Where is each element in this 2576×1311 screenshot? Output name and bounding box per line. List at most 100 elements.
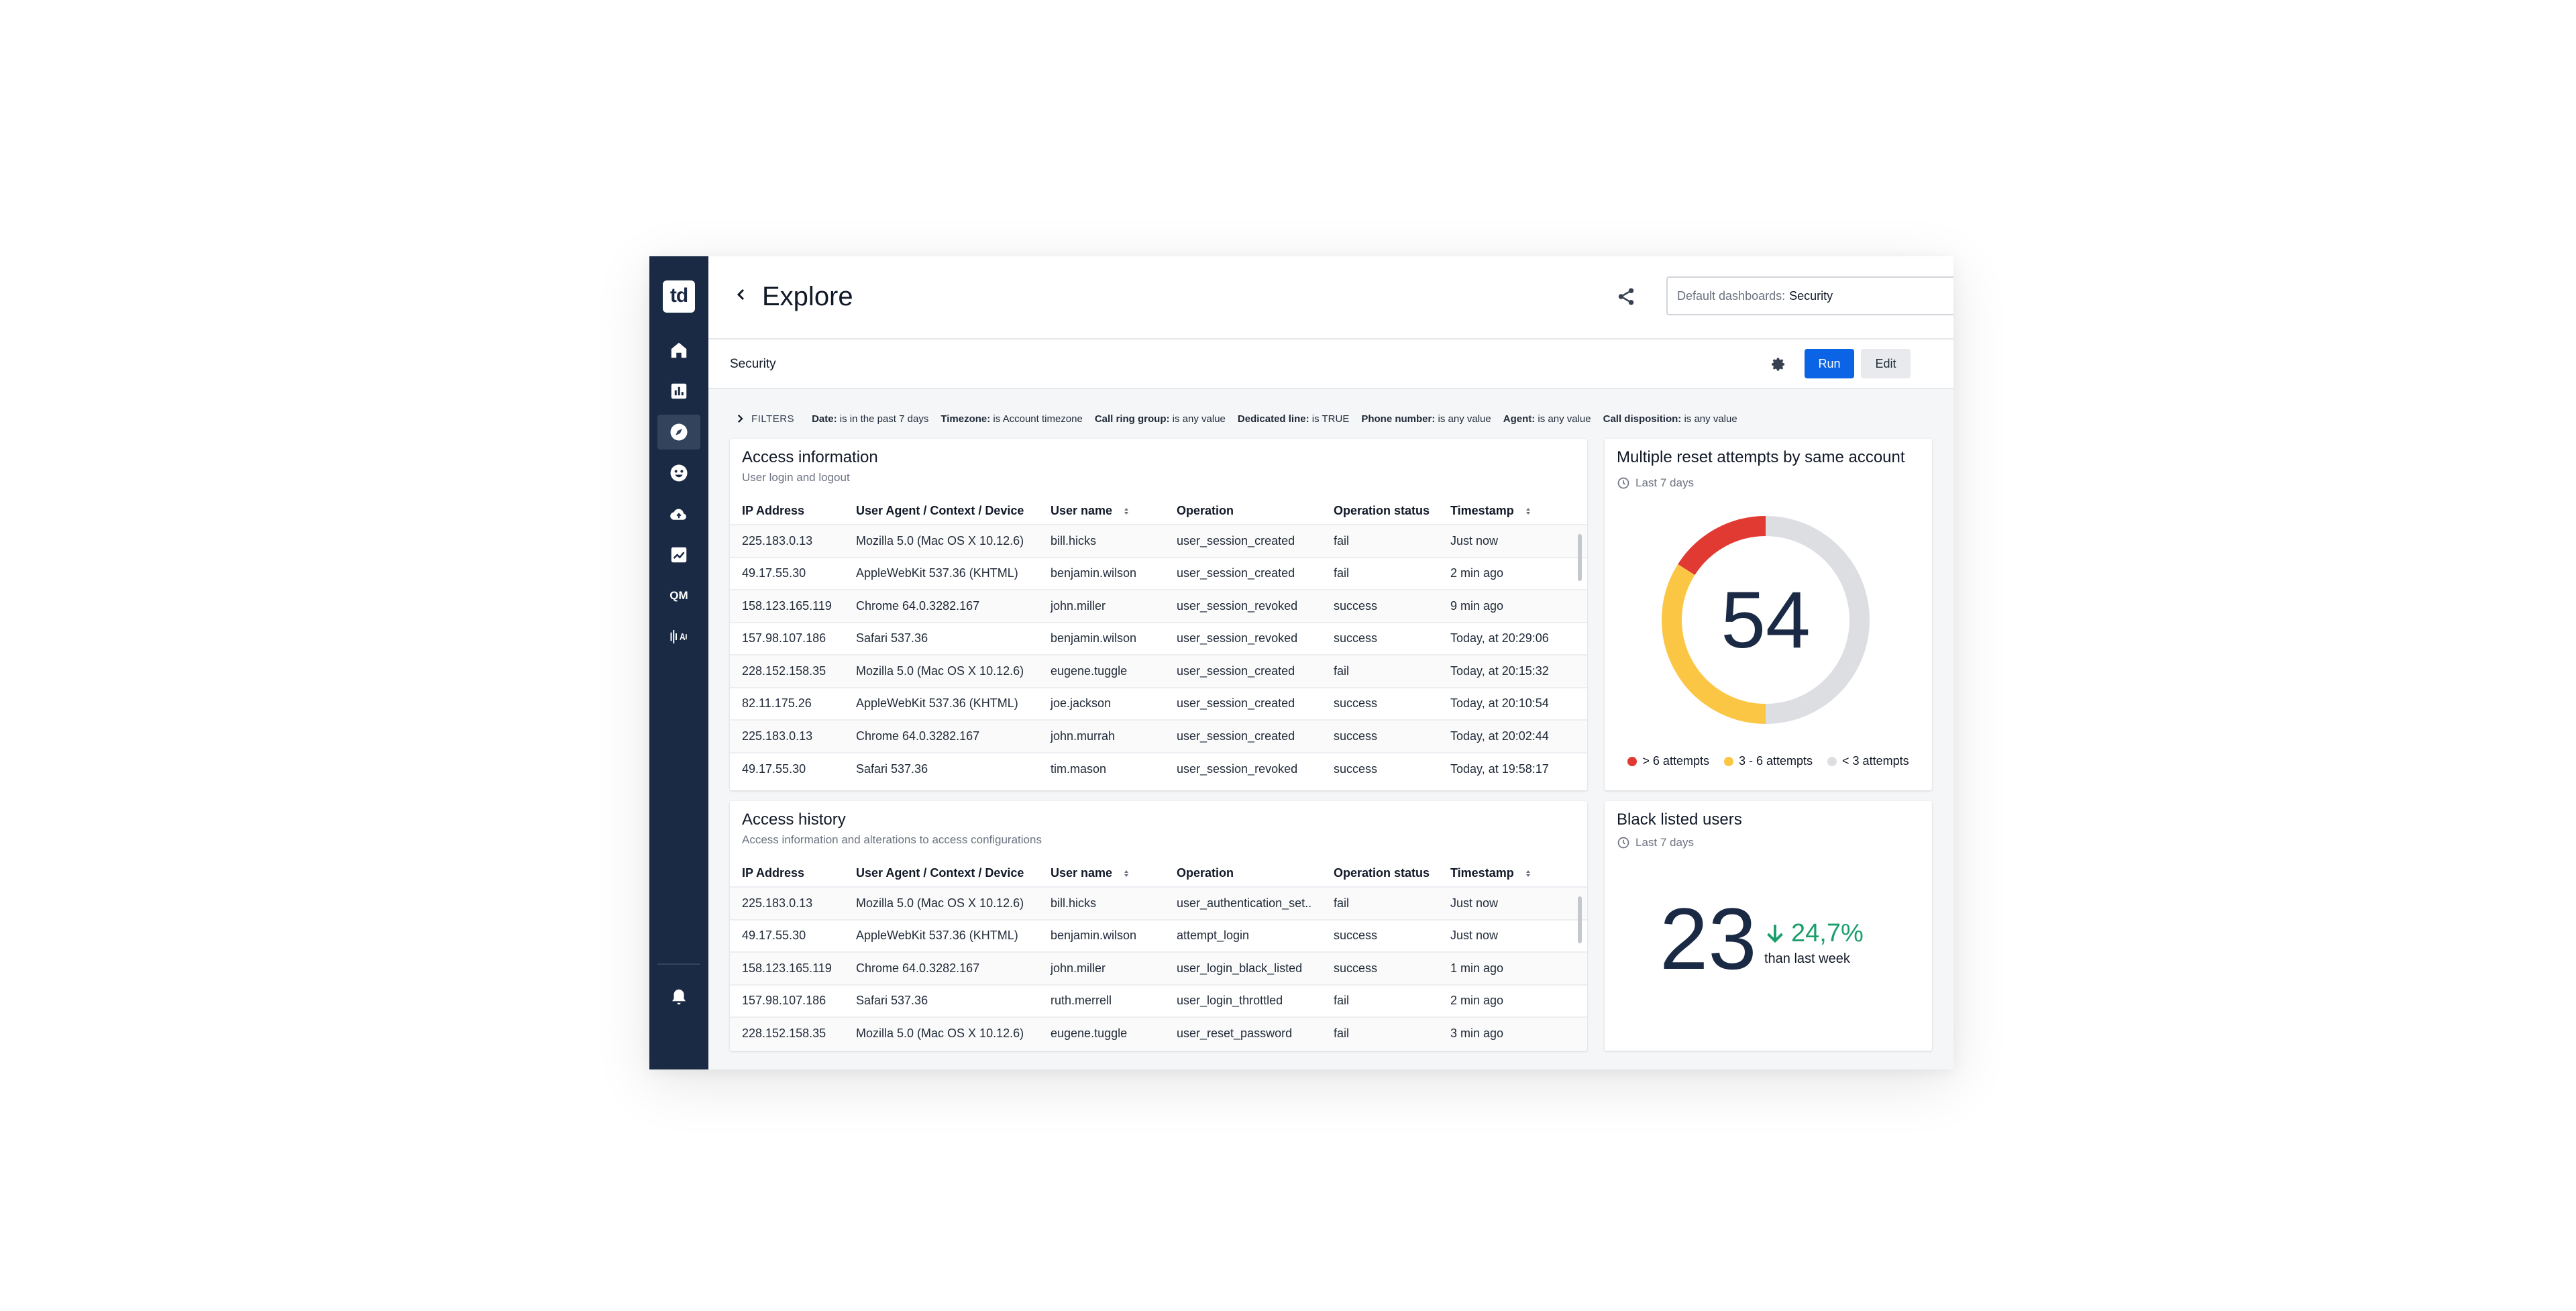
column-header-status[interactable]: Operation status <box>1334 866 1430 880</box>
table-row[interactable]: 225.183.0.13 Mozilla 5.0 (Mac OS X 10.12.… <box>730 524 1587 558</box>
nav-reports[interactable] <box>657 374 700 409</box>
table-row[interactable]: 228.152.158.35 Mozilla 5.0 (Mac OS X 10.1… <box>730 654 1587 688</box>
filter-call-disposition[interactable]: Call disposition: is any value <box>1603 413 1737 425</box>
cell-timestamp: Today, at 20:02:44 <box>1438 719 1587 753</box>
legend-item[interactable]: < 3 attempts <box>1827 754 1909 768</box>
nav-explore[interactable] <box>657 415 700 450</box>
sort-icon[interactable] <box>1523 507 1533 516</box>
sort-icon[interactable] <box>1523 869 1533 878</box>
table-row[interactable]: 49.17.55.30 Safari 537.36 tim.mason user_se… <box>730 751 1587 785</box>
column-header-timestamp[interactable]: Timestamp <box>1438 498 1587 525</box>
column-header-ip[interactable]: IP Address <box>742 504 805 517</box>
column-header-label: User name <box>1051 866 1113 880</box>
column-header-user-agent[interactable]: User Agent / Context / Device <box>856 504 1024 517</box>
back-button[interactable] <box>731 284 751 305</box>
cell-user-name: bill.hicks <box>1038 524 1165 558</box>
cell-ip: 157.98.107.186 <box>730 984 844 1017</box>
column-header-ip[interactable]: IP Address <box>742 866 805 880</box>
app-logo[interactable]: td <box>663 280 695 313</box>
donut-slice-lt-3[interactable] <box>1765 516 1870 724</box>
nav-notifications[interactable] <box>657 980 700 1014</box>
compass-icon <box>670 423 688 441</box>
cell-user-name: john.miller <box>1038 951 1165 985</box>
table-row[interactable]: 225.183.0.13 Mozilla 5.0 (Mac OS X 10.12.… <box>730 886 1587 920</box>
column-header-operation[interactable]: Operation <box>1177 504 1234 517</box>
donut-slice-gt-6[interactable] <box>1678 516 1766 576</box>
chart-legend: > 6 attempts 3 - 6 attempts < 3 attempts <box>1605 754 1932 768</box>
cell-operation: user_reset_password <box>1165 1016 1322 1050</box>
filter-agent[interactable]: Agent: is any value <box>1503 413 1591 425</box>
filters-toggle[interactable]: FILTERS <box>751 413 795 425</box>
clock-icon <box>1617 477 1629 489</box>
filter-value: is any value <box>1538 413 1591 425</box>
cell-user-name: bill.hicks <box>1038 886 1165 920</box>
filter-date[interactable]: Date: is in the past 7 days <box>812 413 928 425</box>
dashboard-toolbar: Security Run Edit <box>708 339 1953 389</box>
sort-icon[interactable] <box>1122 507 1131 516</box>
table-row[interactable]: 225.183.0.13 Chrome 64.0.3282.167 john.mur… <box>730 719 1587 753</box>
period-label: Last 7 days <box>1635 836 1694 849</box>
filter-value: is any value <box>1438 413 1491 425</box>
column-header-user-name[interactable]: User name <box>1038 860 1165 887</box>
nav-qm[interactable]: QM <box>657 578 700 613</box>
nav-cloud[interactable] <box>657 496 700 531</box>
filter-phone-number[interactable]: Phone number: is any value <box>1361 413 1491 425</box>
filter-timezone[interactable]: Timezone: is Account timezone <box>941 413 1082 425</box>
cell-user-agent: Mozilla 5.0 (Mac OS X 10.12.6) <box>844 524 1038 558</box>
donut-slice-3-6[interactable] <box>1662 564 1766 724</box>
cell-operation: user_session_created <box>1165 556 1322 590</box>
settings-button[interactable] <box>1768 354 1788 374</box>
legend-item[interactable]: > 6 attempts <box>1627 754 1709 768</box>
column-header-user-name[interactable]: User name <box>1038 498 1165 525</box>
column-header-label: User name <box>1051 504 1113 517</box>
column-header-label: Timestamp <box>1450 504 1514 517</box>
column-header-timestamp[interactable]: Timestamp <box>1438 860 1587 887</box>
scrollbar-thumb[interactable] <box>1578 896 1582 943</box>
cell-ip: 82.11.175.26 <box>730 686 844 720</box>
nav-sentiment[interactable] <box>657 456 700 490</box>
filters-bar: FILTERS Date: is in the past 7 days Time… <box>708 405 1953 432</box>
filter-key: Timezone: <box>941 413 991 425</box>
column-header-operation[interactable]: Operation <box>1177 866 1234 880</box>
cell-timestamp: Today, at 19:58:17 <box>1438 751 1587 785</box>
cell-user-name: tim.mason <box>1038 751 1165 785</box>
column-header-user-agent[interactable]: User Agent / Context / Device <box>856 866 1024 880</box>
nav-trends[interactable] <box>657 537 700 572</box>
nav-voice[interactable] <box>657 619 700 654</box>
dashboard-select[interactable]: Default dashboards: Security <box>1666 276 1953 315</box>
edit-button[interactable]: Edit <box>1861 349 1911 378</box>
cell-user-agent: AppleWebKit 537.36 (KHTML) <box>844 686 1038 720</box>
cell-status: success <box>1322 686 1438 720</box>
cell-ip: 158.123.165.119 <box>730 589 844 623</box>
nav-home[interactable] <box>657 333 700 368</box>
run-button[interactable]: Run <box>1805 349 1854 378</box>
cell-timestamp: Today, at 20:15:32 <box>1438 654 1587 688</box>
table-row[interactable]: 157.98.107.186 Safari 537.36 ruth.merrell u… <box>730 984 1587 1017</box>
cell-operation: user_session_created <box>1165 654 1322 688</box>
dashboard-name: Security <box>730 357 776 371</box>
home-icon <box>671 342 687 358</box>
legend-item[interactable]: 3 - 6 attempts <box>1723 754 1813 768</box>
table-row[interactable]: 49.17.55.30 AppleWebKit 537.36 (KHTML) ben… <box>730 919 1587 952</box>
table-row[interactable]: 158.123.165.119 Chrome 64.0.3282.167 john.… <box>730 951 1587 985</box>
cell-timestamp: 9 min ago <box>1438 589 1587 623</box>
table-row[interactable]: 49.17.55.30 AppleWebKit 537.36 (KHTML) ben… <box>730 556 1587 590</box>
table-row[interactable]: 228.152.158.35 Mozilla 5.0 (Mac OS X 10.1… <box>730 1016 1587 1050</box>
legend-label: < 3 attempts <box>1842 754 1909 768</box>
filter-call-ring-group[interactable]: Call ring group: is any value <box>1095 413 1226 425</box>
kpi-delta-note: than last week <box>1764 951 1850 966</box>
column-header-status[interactable]: Operation status <box>1334 504 1430 517</box>
chevron-right-icon[interactable] <box>734 413 746 425</box>
sort-icon[interactable] <box>1122 869 1131 878</box>
cell-timestamp: 3 min ago <box>1438 1016 1587 1050</box>
cell-ip: 49.17.55.30 <box>730 751 844 785</box>
filter-dedicated-line[interactable]: Dedicated line: is TRUE <box>1238 413 1349 425</box>
share-button[interactable] <box>1614 284 1638 309</box>
table-row[interactable]: 157.98.107.186 Safari 537.36 benjamin.wils… <box>730 621 1587 655</box>
scrollbar-thumb[interactable] <box>1578 534 1582 581</box>
table-row[interactable]: 158.123.165.119 Chrome 64.0.3282.167 john.… <box>730 589 1587 623</box>
kpi-delta: 24,7% <box>1763 919 1864 948</box>
cell-operation: attempt_login <box>1165 919 1322 952</box>
table-row[interactable]: 82.11.175.26 AppleWebKit 537.36 (KHTML) jo… <box>730 686 1587 720</box>
app-window: td QM Expl <box>649 256 1953 1069</box>
